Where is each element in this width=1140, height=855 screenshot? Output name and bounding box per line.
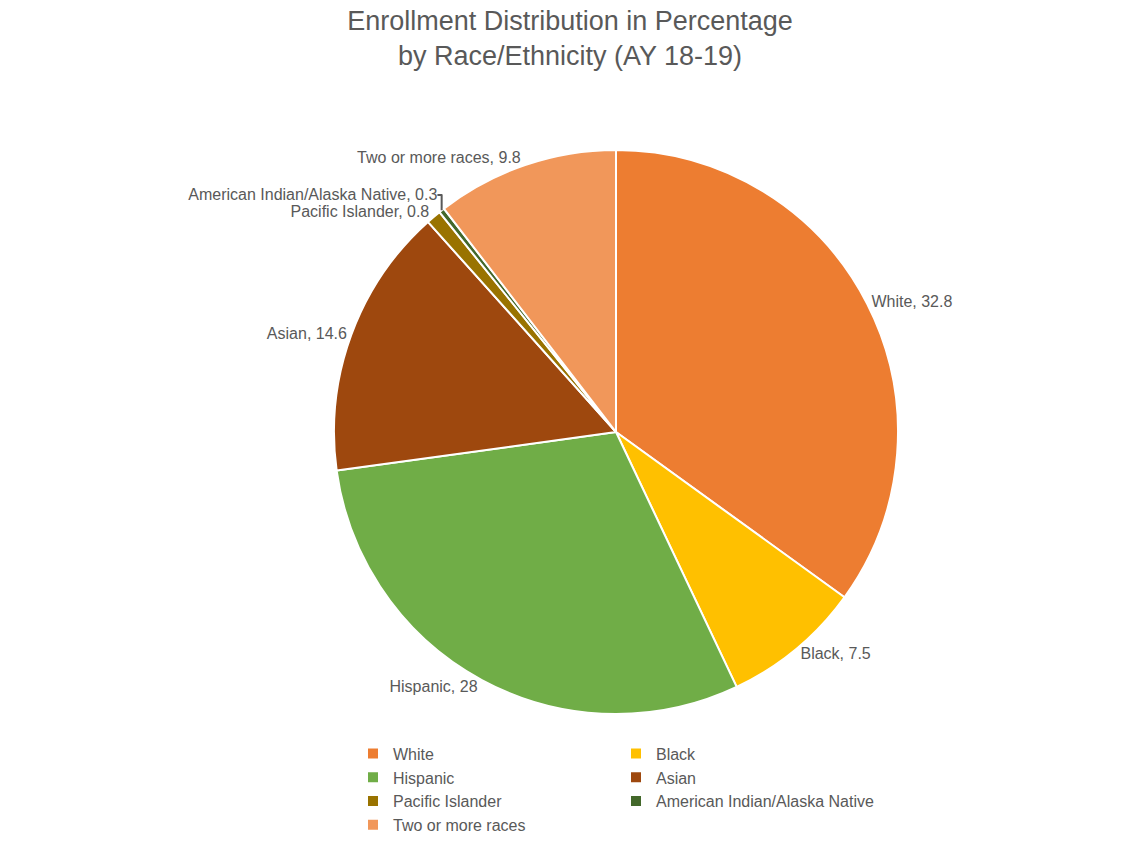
svg-text:American Indian/Alaska Native: American Indian/Alaska Native xyxy=(656,793,874,810)
svg-text:Black: Black xyxy=(656,746,696,763)
svg-text:Hispanic: Hispanic xyxy=(393,770,454,787)
svg-text:Two or more races: Two or more races xyxy=(393,817,525,834)
svg-text:Hispanic, 28: Hispanic, 28 xyxy=(389,678,477,695)
svg-text:White, 32.8: White, 32.8 xyxy=(871,293,952,310)
svg-text:Two or more races, 9.8: Two or more races, 9.8 xyxy=(357,149,521,166)
svg-text:Pacific Islander, 0.8: Pacific Islander, 0.8 xyxy=(291,203,430,220)
svg-text:Asian: Asian xyxy=(656,770,696,787)
svg-text:American Indian/Alaska Native,: American Indian/Alaska Native, 0.3 xyxy=(188,186,437,203)
svg-text:Black, 7.5: Black, 7.5 xyxy=(800,645,870,662)
svg-text:Asian, 14.6: Asian, 14.6 xyxy=(267,325,347,342)
svg-text:Pacific Islander: Pacific Islander xyxy=(393,793,502,810)
svg-text:White: White xyxy=(393,746,434,763)
svg-text:Enrollment Distribution in Per: Enrollment Distribution in Percentageby … xyxy=(347,6,793,71)
